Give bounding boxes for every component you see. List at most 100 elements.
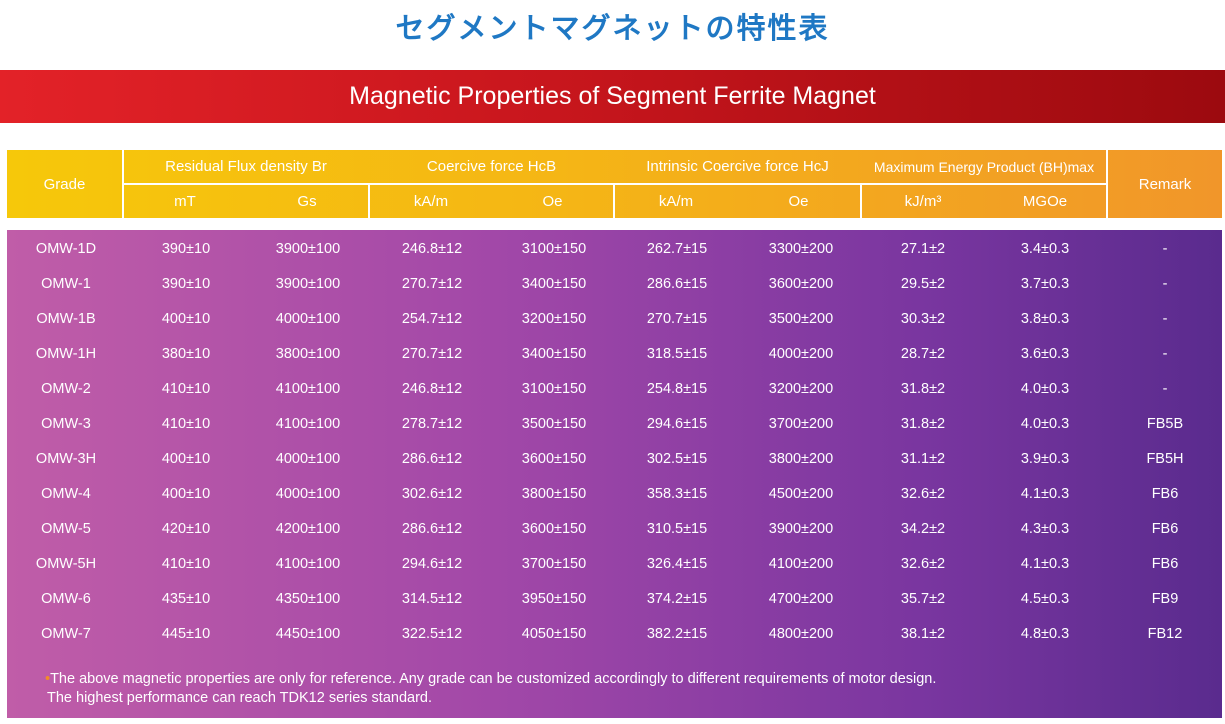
cell-remark: FB6 — [1151, 521, 1179, 537]
cell-hcb-oe: 3400±150 — [521, 346, 587, 362]
cell-br-gs: 4000±100 — [275, 451, 341, 467]
cell-hcj-ka-m: 318.5±15 — [646, 346, 708, 362]
cell-bh-mgoe: 4.0±0.3 — [1020, 416, 1070, 432]
unit-ka-m-hcb: kA/m — [413, 193, 449, 210]
cell-br-mt: 445±10 — [161, 626, 211, 642]
cell-br-mt: 400±10 — [161, 311, 211, 327]
cell-br-gs: 4000±100 — [275, 486, 341, 502]
cell-remark: FB5H — [1146, 451, 1184, 467]
cell-br-gs: 3900±100 — [275, 276, 341, 292]
cell-br-mt: 420±10 — [161, 521, 211, 537]
cell-br-mt: 410±10 — [161, 556, 211, 572]
cell-remark: - — [1162, 381, 1168, 397]
cell-bh-mgoe: 4.1±0.3 — [1020, 486, 1070, 502]
cell-hcb-ka-m: 270.7±12 — [401, 276, 463, 292]
cell-hcb-ka-m: 286.6±12 — [401, 451, 463, 467]
table-body: OMW-1D 390±10 3900±100 246.8±12 3100±150 262.… — [7, 230, 1222, 718]
banner-title: Magnetic Properties of Segment Ferrite M… — [0, 70, 1225, 123]
cell-hcj-ka-m: 358.3±15 — [646, 486, 708, 502]
cell-hcj-oe: 3200±200 — [768, 381, 834, 397]
cell-remark: FB12 — [1147, 626, 1183, 642]
cell-hcb-ka-m: 286.6±12 — [401, 521, 463, 537]
table-row: OMW-1D 390±10 3900±100 246.8±12 3100±150 262.… — [7, 232, 1222, 267]
header-grade: Grade — [43, 175, 86, 193]
unit-mt: mT — [174, 193, 196, 210]
cell-hcb-ka-m: 278.7±12 — [401, 416, 463, 432]
cell-hcb-ka-m: 322.5±12 — [401, 626, 463, 642]
header-max-energy: Maximum Energy Product (BH)max — [873, 158, 1095, 175]
cell-hcb-ka-m: 294.6±12 — [401, 556, 463, 572]
unit-oe-hcb: Oe — [542, 193, 563, 210]
cell-bh-kj-m3: 31.1±2 — [900, 451, 946, 467]
cell-bh-kj-m3: 31.8±2 — [900, 416, 946, 432]
unit-mgoe: MGOe — [1022, 193, 1068, 210]
footnote-line-1: •The above magnetic properties are only … — [45, 670, 936, 688]
cell-bh-kj-m3: 38.1±2 — [900, 626, 946, 642]
cell-hcj-ka-m: 374.2±15 — [646, 591, 708, 607]
cell-grade: OMW-1D — [35, 241, 97, 257]
cell-bh-mgoe: 4.3±0.3 — [1020, 521, 1070, 537]
table-row: OMW-4 400±10 4000±100 302.6±12 3800±150 358.3… — [7, 477, 1222, 512]
footnote-line-2: The highest performance can reach TDK12 … — [47, 690, 432, 706]
cell-hcj-ka-m: 286.6±15 — [646, 276, 708, 292]
table-row: OMW-6 435±10 4350±100 314.5±12 3950±150 374.2… — [7, 582, 1222, 617]
cell-remark: - — [1162, 241, 1168, 257]
cell-remark: FB9 — [1151, 591, 1179, 607]
header-residual-flux: Residual Flux density Br — [165, 158, 327, 175]
unit-oe-hcj: Oe — [788, 193, 809, 210]
cell-remark: - — [1162, 346, 1168, 362]
cell-hcb-oe: 3200±150 — [521, 311, 587, 327]
cell-bh-kj-m3: 27.1±2 — [900, 241, 946, 257]
cell-hcb-oe: 3100±150 — [521, 381, 587, 397]
cell-hcj-ka-m: 262.7±15 — [646, 241, 708, 257]
cell-bh-mgoe: 3.7±0.3 — [1020, 276, 1070, 292]
cell-bh-mgoe: 4.0±0.3 — [1020, 381, 1070, 397]
cell-hcb-oe: 3400±150 — [521, 276, 587, 292]
cell-br-mt: 390±10 — [161, 276, 211, 292]
table-row: OMW-3H 400±10 4000±100 286.6±12 3600±150 302.… — [7, 442, 1222, 477]
header-coercive-force: Coercive force HcB — [426, 158, 557, 175]
cell-hcj-ka-m: 254.8±15 — [646, 381, 708, 397]
cell-br-gs: 4350±100 — [275, 591, 341, 607]
cell-bh-kj-m3: 28.7±2 — [900, 346, 946, 362]
cell-br-gs: 4100±100 — [275, 556, 341, 572]
cell-grade: OMW-1B — [36, 311, 96, 327]
cell-bh-mgoe: 4.8±0.3 — [1020, 626, 1070, 642]
footnote-bullet: • — [45, 671, 51, 687]
cell-hcb-oe: 3600±150 — [521, 521, 587, 537]
cell-br-mt: 400±10 — [161, 486, 211, 502]
cell-remark: - — [1162, 311, 1168, 327]
table-row: OMW-2 410±10 4100±100 246.8±12 3100±150 254.8… — [7, 372, 1222, 407]
cell-bh-kj-m3: 29.5±2 — [900, 276, 946, 292]
table-row: OMW-1H 380±10 3800±100 270.7±12 3400±150 318.… — [7, 337, 1222, 372]
cell-br-gs: 4000±100 — [275, 311, 341, 327]
unit-ka-m-hcj: kA/m — [658, 193, 694, 210]
header-intrinsic-coercive: Intrinsic Coercive force HcJ — [646, 158, 829, 175]
cell-bh-kj-m3: 30.3±2 — [900, 311, 946, 327]
cell-bh-mgoe: 3.9±0.3 — [1020, 451, 1070, 467]
cell-grade: OMW-3 — [41, 416, 91, 432]
cell-remark: FB6 — [1151, 486, 1179, 502]
table-row: OMW-1 390±10 3900±100 270.7±12 3400±150 286.6… — [7, 267, 1222, 302]
cell-br-gs: 3800±100 — [275, 346, 341, 362]
cell-hcj-ka-m: 270.7±15 — [646, 311, 708, 327]
cell-remark: FB5B — [1146, 416, 1184, 432]
cell-bh-mgoe: 3.4±0.3 — [1020, 241, 1070, 257]
cell-hcb-ka-m: 246.8±12 — [401, 241, 463, 257]
cell-br-gs: 4450±100 — [275, 626, 341, 642]
cell-hcj-oe: 3700±200 — [768, 416, 834, 432]
cell-grade: OMW-4 — [41, 486, 91, 502]
cell-bh-mgoe: 4.1±0.3 — [1020, 556, 1070, 572]
cell-hcj-ka-m: 382.2±15 — [646, 626, 708, 642]
cell-bh-kj-m3: 35.7±2 — [900, 591, 946, 607]
header-remark: Remark — [1138, 175, 1192, 193]
cell-hcb-oe: 3500±150 — [521, 416, 587, 432]
cell-hcb-ka-m: 314.5±12 — [401, 591, 463, 607]
footnote-text-1: The above magnetic properties are only f… — [50, 671, 937, 687]
cell-bh-kj-m3: 34.2±2 — [900, 521, 946, 537]
unit-gs: Gs — [297, 193, 317, 210]
table-header: Grade Residual Flux density Br Coercive … — [7, 150, 1222, 218]
cell-hcb-ka-m: 254.7±12 — [401, 311, 463, 327]
table-row: OMW-1B 400±10 4000±100 254.7±12 3200±150 270.… — [7, 302, 1222, 337]
cell-br-mt: 390±10 — [161, 241, 211, 257]
